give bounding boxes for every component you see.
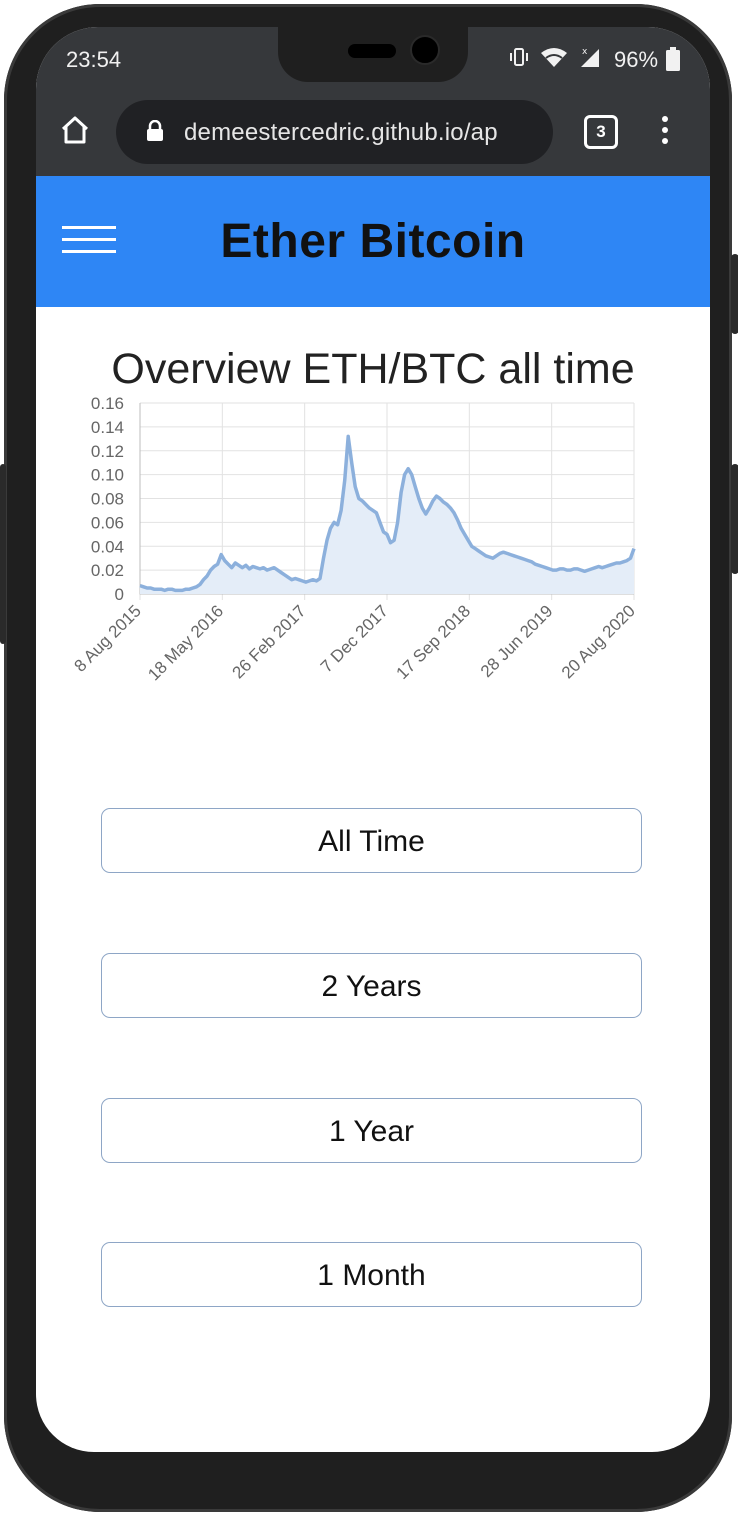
y-tick-label: 0.06 — [91, 513, 124, 532]
tabs-icon[interactable]: 3 — [584, 115, 618, 149]
battery-percentage: 96% — [614, 47, 659, 72]
status-icons: x — [508, 45, 602, 69]
phone-screen: 23:54 x 96% — [36, 27, 710, 1452]
more-vert-icon[interactable] — [660, 115, 670, 145]
y-tick-label: 0 — [115, 585, 124, 604]
browser-top-bar: 23:54 x 96% — [36, 27, 710, 176]
x-tick-label: 17 Sep 2018 — [393, 601, 475, 683]
y-tick-label: 0.16 — [91, 394, 124, 413]
home-icon[interactable] — [60, 115, 90, 145]
y-tick-label: 0.14 — [91, 418, 124, 437]
address-bar[interactable]: demeestercedric.github.io/ap — [116, 100, 553, 164]
y-tick-label: 0.04 — [91, 537, 124, 556]
phone-side-button — [731, 254, 738, 334]
y-tick-label: 0.10 — [91, 466, 124, 485]
y-tick-label: 0.12 — [91, 442, 124, 461]
phone-frame: 23:54 x 96% — [0, 4, 738, 1512]
notch — [278, 27, 468, 82]
url-text[interactable]: demeestercedric.github.io/ap — [184, 119, 498, 146]
app-header: Ether Bitcoin — [36, 176, 710, 307]
signal-icon: x — [581, 47, 599, 67]
vibrate-icon — [510, 48, 528, 66]
y-axis-ticks: 0.16 0.14 0.12 0.10 0.08 0.06 0.04 0.02 0 — [91, 394, 124, 604]
battery-icon — [666, 47, 680, 71]
one-year-button[interactable]: 1 Year — [101, 1098, 642, 1163]
hamburger-icon[interactable] — [62, 226, 116, 256]
two-years-button[interactable]: 2 Years — [101, 953, 642, 1018]
x-tick-label: 18 May 2016 — [144, 601, 227, 684]
x-tick-label: 20 Aug 2020 — [558, 601, 639, 682]
svg-text:x: x — [582, 47, 588, 57]
phone-volume-button — [731, 464, 738, 574]
speaker — [348, 44, 396, 58]
x-tick-label: 28 Jun 2019 — [477, 601, 557, 681]
x-tick-label: 7 Dec 2017 — [317, 601, 392, 676]
y-tick-label: 0.08 — [91, 490, 124, 509]
chart-series-line — [139, 434, 636, 593]
x-tick-label: 8 Aug 2015 — [71, 601, 145, 675]
lock-icon — [147, 120, 163, 141]
status-time: 23:54 — [66, 47, 122, 72]
phone-left-button — [0, 464, 6, 644]
x-tick-label: 26 Feb 2017 — [229, 601, 310, 682]
front-camera — [410, 35, 440, 65]
all-time-button[interactable]: All Time — [101, 808, 642, 873]
one-month-button[interactable]: 1 Month — [101, 1242, 642, 1307]
y-tick-label: 0.02 — [91, 561, 124, 580]
chart-title: Overview ETH/BTC all time — [111, 345, 635, 393]
app-title: Ether Bitcoin — [220, 215, 526, 268]
wifi-icon — [541, 48, 567, 67]
eth-btc-chart: 0.16 0.14 0.12 0.10 0.08 0.06 0.04 0.02 0 8 Aug … — [71, 394, 639, 684]
x-axis-ticks: 8 Aug 2015 18 May 2016 26 Feb 2017 7 Dec 20… — [71, 601, 639, 684]
